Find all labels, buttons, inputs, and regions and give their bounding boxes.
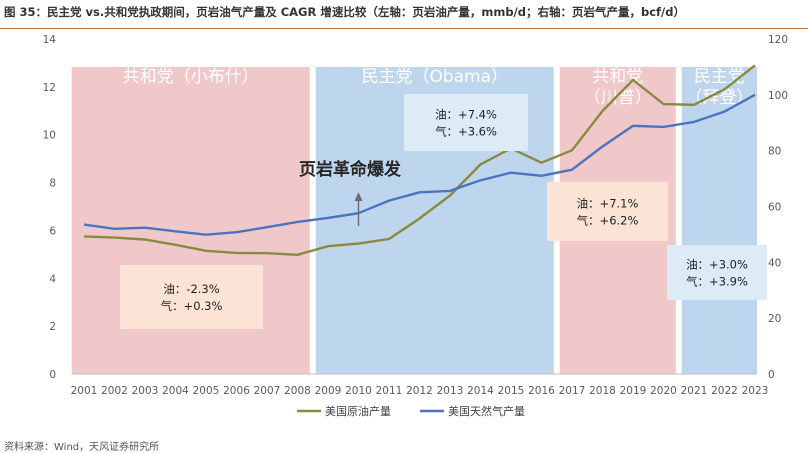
left-tick-label: 6 [49,225,56,237]
series-line-oil [83,64,756,257]
right-tick-label: 60 [768,202,781,214]
x-tick-label: 2008 [284,385,311,397]
x-tick-label: 2016 [528,385,555,397]
cagr-gas-2: 气：+3.6% [435,125,497,139]
cagr-oil-2: 油：+7.4% [435,108,497,122]
series-line-gas [83,93,756,236]
x-tick-label: 2015 [498,385,525,397]
left-tick-label: 10 [43,130,56,142]
right-tick-label: 100 [768,90,788,102]
x-tick-label: 2005 [193,385,220,397]
period-labels: 共和党（小布什） 民主党（Obama） 共和党（川普）民主党（拜登） [123,67,754,108]
cagr-box-3 [547,182,668,241]
period-bands [71,67,757,374]
title-divider [0,28,808,29]
period-label-2: 民主党（Obama） [361,67,508,87]
annotations: 页岩革命爆发 [299,159,402,226]
figure-title: 图 35：民主党 vs.共和党执政期间，页岩油气产量及 CAGR 增速比较（左轴… [4,5,685,19]
x-tick-label: 2012 [406,385,433,397]
series-lines [83,64,756,257]
x-tick-label: 2022 [711,385,738,397]
legend-label-oil: 美国原油产量 [325,404,391,418]
annotation-text: 页岩革命爆发 [299,159,402,180]
x-tick-label: 2020 [650,385,677,397]
cagr-gas-4: 气：+3.9% [686,275,748,289]
period-label-1: 共和党（小布什） [123,67,259,87]
x-tick-label: 2001 [71,385,98,397]
cagr-boxes: 油：-2.3% 气：+0.3% 油：+7.4% 气：+3.6% 油：+7.1% 气：+6.… [120,94,767,329]
x-tick-label: 2010 [345,385,372,397]
x-tick-label: 2009 [315,385,342,397]
cagr-gas-3: 气：+6.2% [577,214,639,228]
x-tick-label: 2018 [589,385,616,397]
cagr-box-2 [404,94,528,151]
x-tick-label: 2023 [742,385,769,397]
period-label-4: 民主党（拜登） [685,67,753,108]
period-band-4 [681,67,757,374]
x-tick-label: 2006 [223,385,250,397]
cagr-oil-1: 油：-2.3% [163,282,219,296]
right-tick-label: 120 [768,34,788,46]
cagr-box-4 [667,245,767,300]
x-tick-label: 2002 [101,385,128,397]
cagr-gas-1: 气：+0.3% [161,299,223,313]
annotation-arrowhead [354,192,363,201]
left-tick-label: 4 [49,273,56,285]
right-tick-label: 20 [768,313,781,325]
x-tick-label: 2014 [467,385,494,397]
x-tick-label: 2019 [620,385,647,397]
x-tick-label: 2013 [437,385,464,397]
right-tick-label: 0 [768,369,775,381]
legend-label-gas: 美国天然气产量 [448,404,525,418]
left-tick-label: 14 [43,34,57,46]
x-tick-label: 2021 [681,385,708,397]
x-tick-label: 2007 [254,385,281,397]
right-tick-label: 80 [768,146,781,158]
legend: 美国原油产量 美国天然气产量 [297,404,525,418]
left-tick-label: 8 [49,178,56,190]
left-tick-label: 2 [49,321,56,333]
cagr-oil-4: 油：+3.0% [686,258,748,272]
cagr-box-1 [120,265,263,329]
right-tick-label: 40 [768,257,781,269]
x-tick-label: 2004 [162,385,189,397]
x-tick-label: 2017 [559,385,586,397]
left-tick-label: 0 [49,369,56,381]
x-tick-label: 2003 [132,385,159,397]
left-tick-label: 12 [43,82,56,94]
cagr-oil-3: 油：+7.1% [577,197,639,211]
x-tick-label: 2011 [376,385,403,397]
